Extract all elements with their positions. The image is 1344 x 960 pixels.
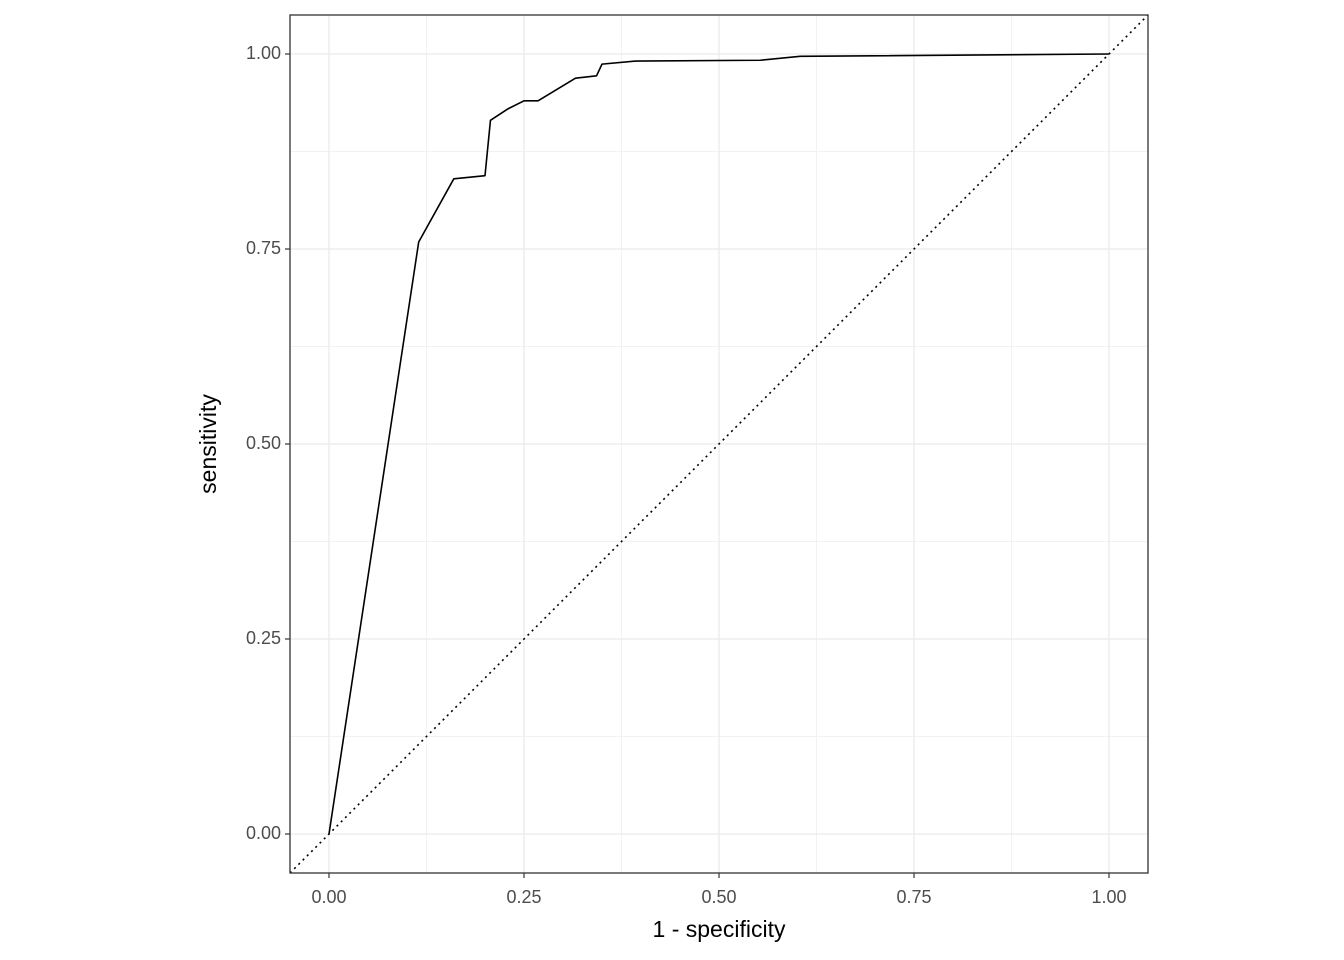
x-tick-label: 1.00 (1091, 887, 1126, 907)
y-tick-label: 0.75 (246, 238, 281, 258)
x-axis-title: 1 - specificity (653, 916, 786, 942)
y-tick-label: 0.25 (246, 628, 281, 648)
y-tick-label: 1.00 (246, 43, 281, 63)
plot-border (289, 14, 1149, 874)
y-tick-label: 0.50 (246, 433, 281, 453)
roc-curve (328, 53, 1110, 835)
y-tick-label: 0.00 (246, 823, 281, 843)
x-tick-label: 0.50 (701, 887, 736, 907)
x-tick-label: 0.75 (896, 887, 931, 907)
x-tick-label: 0.25 (506, 887, 541, 907)
y-axis-title: sensitivity (195, 394, 221, 494)
reference-diagonal (289, 14, 1149, 874)
x-tick-label: 0.00 (311, 887, 346, 907)
